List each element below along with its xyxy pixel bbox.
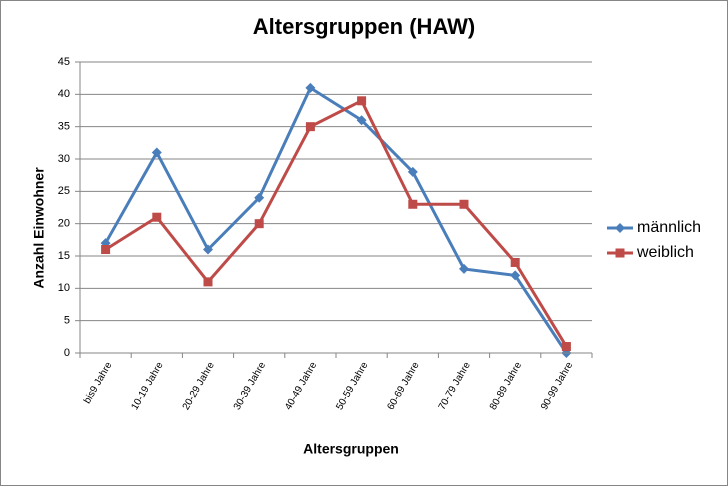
y-tick-label: 35 [58, 121, 70, 133]
y-tick-label: 40 [58, 88, 70, 100]
y-tick-label: 45 [58, 56, 70, 68]
line [104, 85, 568, 354]
point [459, 199, 469, 209]
legend-label: weiblich [636, 244, 694, 261]
legend-marker [615, 223, 625, 233]
point [510, 257, 520, 267]
point [407, 166, 418, 177]
y-tick-label: 30 [58, 153, 70, 165]
y-tick-label: 0 [64, 347, 70, 359]
point [203, 244, 213, 255]
y-tick-label: 25 [58, 185, 70, 197]
y-tick-label: 15 [58, 250, 70, 262]
line [104, 98, 568, 348]
y-tick-label: 5 [64, 315, 70, 327]
point [101, 245, 111, 255]
point [305, 82, 316, 93]
y-tick-label: 10 [58, 282, 70, 294]
point [254, 192, 265, 203]
point [203, 277, 213, 287]
y-axis-label: Anzahl Einwohner [31, 167, 47, 289]
y-tick-label: 20 [58, 218, 70, 230]
point [459, 263, 469, 274]
point [151, 147, 162, 158]
point [356, 115, 367, 126]
point [152, 212, 162, 222]
point [561, 342, 571, 352]
point [357, 96, 367, 106]
point [305, 122, 315, 132]
point [510, 270, 521, 281]
point [254, 219, 264, 229]
legend-marker [615, 248, 625, 258]
x-axis-label: Altersgruppen [303, 441, 399, 457]
chart-title: Altersgruppen (HAW) [253, 14, 475, 39]
legend-label: männlich [637, 219, 701, 236]
point [408, 199, 418, 209]
